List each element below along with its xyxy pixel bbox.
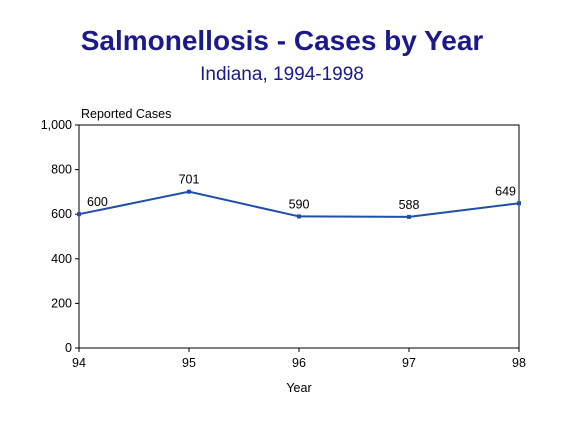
data-label: 590 [289,197,310,211]
y-tick-label: 800 [51,163,72,177]
x-tick-label: 97 [402,356,416,370]
plot-area-frame [78,124,520,349]
data-label: 649 [495,184,516,198]
data-point [297,214,301,219]
y-axis: 0 200 400 600 800 1,000 [41,118,79,355]
y-tick-label: 1,000 [41,118,72,132]
x-axis-label: Year [286,381,311,395]
data-label: 600 [87,195,108,209]
data-point [187,189,191,194]
data-point [517,201,521,206]
x-tick-label: 98 [512,356,526,370]
chart-title: Salmonellosis - Cases by Year [81,25,484,56]
x-tick-label: 94 [72,356,86,370]
data-label: 588 [399,198,420,212]
chart-subtitle: Indiana, 1994-1998 [200,64,364,85]
y-tick-label: 400 [51,252,72,266]
data-label: 701 [179,173,200,187]
x-axis: 94 95 96 97 98 [72,348,526,370]
series-line-group [77,189,521,219]
y-tick-label: 600 [51,207,72,221]
y-tick-label: 0 [65,341,72,355]
data-labels: 600 701 590 588 649 [87,173,516,212]
data-point [407,214,411,219]
x-tick-label: 96 [292,356,306,370]
y-tick-label: 200 [51,296,72,310]
y-axis-label: Reported Cases [81,107,171,121]
data-point [77,212,81,217]
x-tick-label: 95 [182,356,196,370]
